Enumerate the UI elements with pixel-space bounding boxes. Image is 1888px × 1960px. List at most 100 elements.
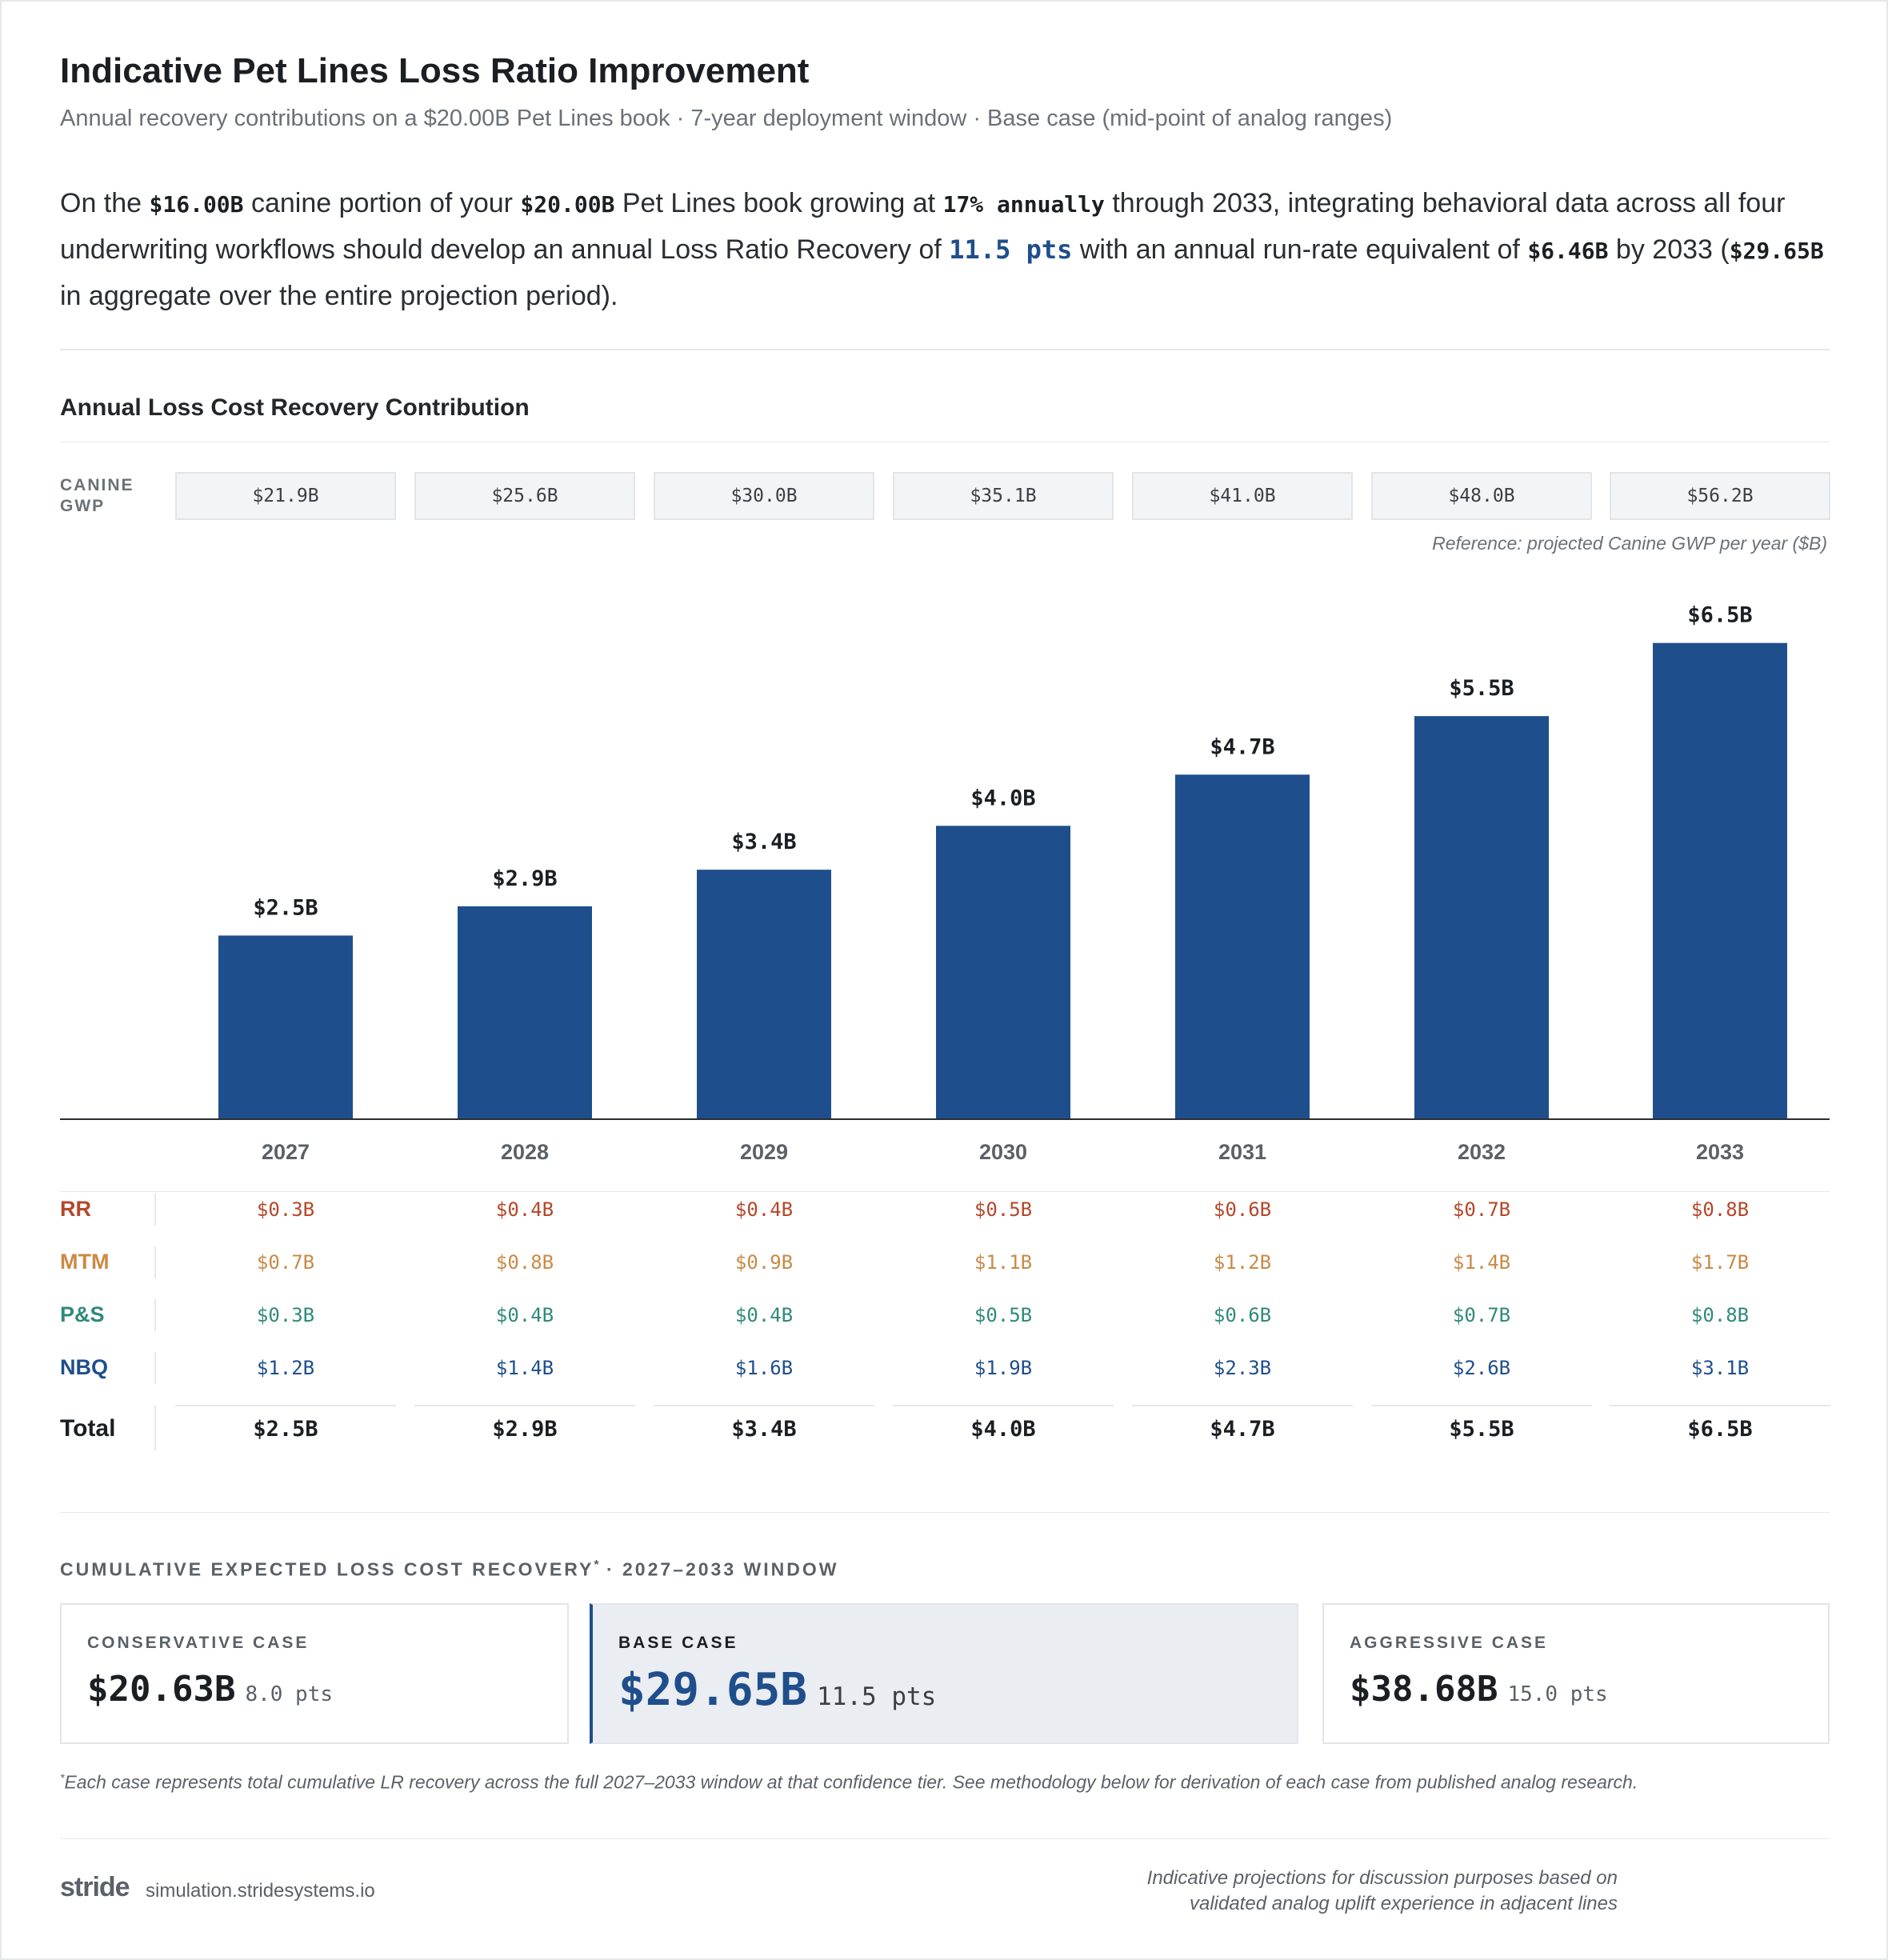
row-separator <box>154 1246 156 1278</box>
table-cell: $0.8B <box>1690 1304 1750 1326</box>
case-label: CONSERVATIVE CASE <box>87 1634 310 1652</box>
summary-text: through 2033, integrating behavioral dat… <box>60 188 1786 265</box>
table-cell: $1.4B <box>1452 1251 1511 1274</box>
gwp-value: $30.0B <box>654 472 874 520</box>
total-rule <box>1132 1405 1353 1406</box>
bar-chart: $2.5B 2027 $2.9B 2028 $3.4B 2029 $4.0B 2030 $4.7… <box>60 603 1830 1164</box>
row-separator <box>154 1299 156 1331</box>
gwp-value: $56.2B <box>1610 472 1830 520</box>
table-cell: $0.3B <box>256 1304 315 1326</box>
x-tick-label: 2030 <box>979 1140 1027 1164</box>
disclaimer-line: validated analog uplift experience in ad… <box>1189 1893 1618 1914</box>
case-pts: 15.0 pts <box>1507 1682 1608 1706</box>
table-cell: $0.9B <box>734 1251 794 1274</box>
total-rule <box>654 1405 874 1406</box>
table-cell: $0.8B <box>495 1251 554 1274</box>
cumulative-window: · 2027–2033 WINDOW <box>598 1558 839 1580</box>
x-tick-label: 2032 <box>1458 1140 1506 1164</box>
table-cell: $1.1B <box>974 1251 1033 1274</box>
table-cell: $1.6B <box>734 1357 794 1379</box>
case-amount: $38.68B <box>1350 1669 1498 1710</box>
table-cell: $3.1B <box>1690 1357 1750 1379</box>
gwp-value: $25.6B <box>414 472 635 520</box>
total-cell: $3.4B <box>731 1417 797 1442</box>
case-value: $38.68B 15.0 pts <box>1350 1669 1608 1710</box>
bar-data-label: $2.5B <box>253 895 318 920</box>
table-cell: $0.4B <box>734 1198 794 1221</box>
bar-2033 <box>1653 642 1787 1118</box>
case-label: BASE CASE <box>618 1634 738 1652</box>
table-cell: $0.5B <box>974 1304 1033 1326</box>
table-cell: $0.8B <box>1690 1198 1750 1221</box>
row-separator <box>154 1194 156 1226</box>
summary-text: by 2033 ( <box>1608 234 1730 265</box>
gwp-value: $35.1B <box>893 472 1114 520</box>
bar-data-label: $2.9B <box>492 866 557 891</box>
divider <box>60 1512 1830 1513</box>
case-value: $20.63B 8.0 pts <box>87 1669 333 1710</box>
table-cell: $1.7B <box>1690 1251 1750 1274</box>
bar-2028 <box>458 906 592 1118</box>
table-cell: $0.4B <box>734 1304 794 1326</box>
x-tick-label: 2033 <box>1696 1140 1744 1164</box>
row-separator <box>154 1406 156 1450</box>
table-cell: $2.3B <box>1213 1357 1272 1379</box>
bar-data-label: $3.4B <box>731 830 796 854</box>
table-cell: $0.3B <box>256 1198 315 1221</box>
row-label: NBQ <box>60 1355 108 1379</box>
aggressive-case-card: AGGRESSIVE CASE $38.68B 15.0 pts <box>1322 1603 1830 1744</box>
case-amount: $20.63B <box>87 1669 236 1710</box>
table-cell: $1.2B <box>1213 1251 1272 1274</box>
canine-amount: $16.00B <box>149 191 244 218</box>
table-cell: $1.4B <box>495 1357 554 1379</box>
x-tick-label: 2028 <box>501 1140 549 1164</box>
table-cell: $2.6B <box>1452 1357 1511 1379</box>
bar-data-label: $4.0B <box>970 786 1035 810</box>
row-label: RR <box>60 1197 91 1221</box>
bar-data-label: $5.5B <box>1449 676 1514 701</box>
bar-2029 <box>697 870 831 1118</box>
summary-text: with an annual run-rate equivalent of <box>1072 234 1528 265</box>
total-cell: $4.0B <box>970 1417 1036 1442</box>
page-subtitle: Annual recovery contributions on a $20.0… <box>60 106 1393 131</box>
summary-text: Pet Lines book growing at <box>614 188 943 218</box>
total-rule <box>893 1405 1114 1406</box>
summary-paragraph: On the $16.00B canine portion of your $2… <box>60 181 1836 318</box>
row-label: P&S <box>60 1302 105 1326</box>
page-title: Indicative Pet Lines Loss Ratio Improvem… <box>60 51 810 90</box>
case-pts: 8.0 pts <box>245 1682 334 1706</box>
base-case-card: BASE CASE $29.65B 11.5 pts <box>590 1603 1298 1744</box>
row-separator <box>154 1352 156 1384</box>
bar-2030 <box>936 826 1070 1118</box>
x-tick-label: 2027 <box>262 1140 310 1164</box>
runrate-amount: $6.46B <box>1527 238 1609 264</box>
gwp-label-line: CANINE <box>60 476 134 494</box>
bar-data-label: $6.5B <box>1687 603 1752 628</box>
table-cell: $0.7B <box>256 1251 315 1274</box>
site-url[interactable]: simulation.stridesystems.io <box>146 1880 375 1902</box>
bar-data-label: $4.7B <box>1210 734 1274 759</box>
footnote-marker: * <box>60 1771 65 1784</box>
bar-2032 <box>1414 716 1549 1118</box>
aggregate-amount: $29.65B <box>1729 238 1824 264</box>
stride-logo: stride <box>60 1872 130 1902</box>
summary-text: in aggregate over the entire projection … <box>60 281 618 311</box>
table-cell: $1.9B <box>974 1357 1033 1379</box>
total-rule <box>175 1405 396 1406</box>
table-cell: $0.7B <box>1452 1304 1511 1326</box>
case-label: AGGRESSIVE CASE <box>1350 1634 1549 1652</box>
total-rule <box>1610 1405 1830 1406</box>
divider <box>60 1191 1830 1192</box>
total-rule <box>414 1405 635 1406</box>
x-tick-label: 2031 <box>1218 1140 1266 1164</box>
summary-text: canine portion of your <box>243 188 521 218</box>
gwp-value: $41.0B <box>1132 472 1353 520</box>
table-cell: $0.4B <box>495 1198 554 1221</box>
summary-text: On the <box>60 188 150 218</box>
table-cell: $0.5B <box>974 1198 1033 1221</box>
table-cell: $0.7B <box>1452 1198 1511 1221</box>
cumulative-title-text: CUMULATIVE EXPECTED LOSS COST RECOVERY <box>60 1558 594 1580</box>
conservative-case-card: CONSERVATIVE CASE $20.63B 8.0 pts <box>60 1603 569 1744</box>
divider <box>60 349 1830 350</box>
